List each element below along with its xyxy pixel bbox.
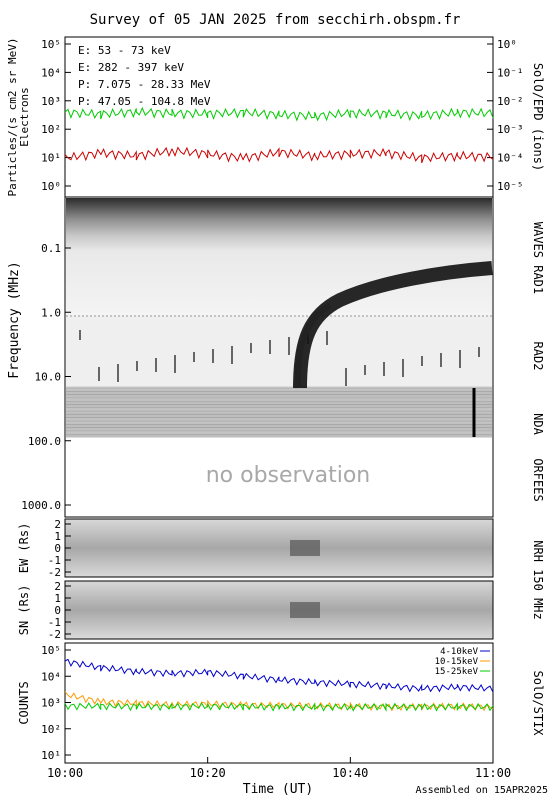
label-rad2: RAD2 bbox=[531, 342, 545, 371]
assembled-footer: Assembled on 15APR2025 bbox=[416, 785, 548, 796]
x-tick-label: 11:00 bbox=[475, 766, 511, 780]
epd-ylabel: Particles/(s cm2 sr MeV) bbox=[6, 38, 19, 197]
y-tick-label: 10⁻⁵ bbox=[497, 180, 524, 193]
y-tick-label: 10⁴ bbox=[41, 670, 61, 683]
y-tick-label: 100.0 bbox=[28, 435, 61, 448]
y-tick-label: 10⁴ bbox=[41, 66, 61, 79]
y-tick-label: 0 bbox=[54, 604, 61, 617]
nrh-ew-ticks: 210-1-2 bbox=[48, 518, 71, 579]
y-tick-label: 10⁻² bbox=[497, 95, 524, 108]
rad2-band bbox=[66, 316, 492, 386]
y-tick-label: -1 bbox=[48, 616, 61, 629]
y-tick-label: -2 bbox=[48, 628, 61, 641]
epd-legend-e1: E: 53 - 73 keV bbox=[78, 44, 171, 57]
stix-right-label: SolO/STIX bbox=[531, 670, 545, 736]
epd-series bbox=[64, 106, 494, 164]
nrh-sn-panel: 210-1-2 SN (Rs) bbox=[17, 580, 494, 641]
stix-ticks: 10⁵ 10⁴ 10³ 10² 10¹ bbox=[41, 644, 71, 762]
y-tick-label: 10.0 bbox=[35, 371, 62, 384]
y-tick-label: 10³ bbox=[41, 95, 61, 108]
y-tick-label: 10² bbox=[41, 123, 61, 136]
epd-legend-e2: E: 282 - 397 keV bbox=[78, 61, 184, 74]
spectrogram-ticks: 0.1 1.0 10.0 100.0 1000.0 bbox=[21, 242, 71, 512]
y-tick-label: 1 bbox=[54, 592, 61, 605]
nrh-sn-burst bbox=[290, 602, 320, 618]
nrh-sn-frame bbox=[64, 580, 494, 640]
y-tick-label: -2 bbox=[48, 566, 61, 579]
spectrogram-ylabel: Frequency (MHz) bbox=[7, 261, 22, 378]
type-iii-burst-tail bbox=[294, 302, 332, 389]
epd-legend: E: 53 - 73 keV E: 282 - 397 keV P: 7.075… bbox=[78, 44, 211, 108]
nrh-sn-ticks: 210-1-2 bbox=[48, 580, 71, 641]
figure-title: Survey of 05 JAN 2025 from secchirh.obsp… bbox=[90, 12, 461, 28]
x-axis-ticks: 10:00 10:20 10:40 11:00 bbox=[47, 757, 511, 780]
stix-series bbox=[64, 658, 494, 712]
nrh-sn-label: SN (Rs) bbox=[17, 585, 31, 636]
label-waves: WAVES RAD1 bbox=[531, 222, 545, 294]
y-tick-label: 2 bbox=[54, 580, 61, 593]
waves-band bbox=[66, 198, 492, 316]
y-tick-label: 0 bbox=[54, 542, 61, 555]
spectrogram-texture bbox=[66, 315, 492, 437]
stix-ylabel: COUNTS bbox=[17, 681, 31, 724]
y-tick-label: -1 bbox=[48, 554, 61, 567]
epd-right-ticks: 10⁰ 10⁻¹ 10⁻² 10⁻³ 10⁻⁴ 10⁻⁵ bbox=[487, 38, 524, 193]
x-axis-label: Time (UT) bbox=[243, 782, 313, 797]
nrh-ew-burst bbox=[290, 540, 320, 556]
y-tick-label: 10⁰ bbox=[497, 38, 517, 51]
y-tick-label: 10² bbox=[41, 723, 61, 736]
epd-ylabel-electrons: Electrons bbox=[18, 87, 31, 147]
spectrogram-panel: 0.1 1.0 10.0 100.0 1000.0 Frequency (MHz) WA… bbox=[7, 196, 545, 518]
y-tick-label: 10⁻¹ bbox=[497, 66, 524, 79]
series-line bbox=[64, 106, 494, 122]
no-observation-text: no observation bbox=[206, 463, 371, 488]
x-tick-label: 10:20 bbox=[190, 766, 226, 780]
y-tick-label: 10¹ bbox=[41, 749, 61, 762]
epd-left-ticks: 10⁵ 10⁴ 10³ 10² 10¹ 10⁰ bbox=[41, 38, 71, 193]
y-tick-label: 10⁵ bbox=[41, 644, 61, 657]
stix-panel: 10⁵ 10⁴ 10³ 10² 10¹ COUNTS SolO/STIX 4-10keV… bbox=[17, 642, 545, 764]
y-tick-label: 10⁵ bbox=[41, 38, 61, 51]
epd-legend-p2: P: 47.05 - 104.8 MeV bbox=[78, 95, 211, 108]
y-tick-label: 10⁻³ bbox=[497, 123, 524, 136]
nrh-ew-label: EW (Rs) bbox=[17, 523, 31, 574]
y-tick-label: 1.0 bbox=[41, 306, 61, 319]
y-tick-label: 1 bbox=[54, 530, 61, 543]
stix-legend: 4-10keV 10-15keV 15-25keV bbox=[435, 647, 490, 677]
y-tick-label: 0.1 bbox=[41, 242, 61, 255]
series-line bbox=[64, 658, 494, 693]
x-tick-label: 10:00 bbox=[47, 766, 83, 780]
nrh-ew-panel: 210-1-2 EW (Rs) bbox=[17, 518, 494, 579]
y-tick-label: 10⁻⁴ bbox=[497, 152, 524, 165]
label-orfees: ORFEES bbox=[531, 458, 545, 501]
series-line bbox=[64, 146, 494, 164]
epd-right-label: SolO/EPD (ions) bbox=[531, 63, 545, 171]
y-tick-label: 10³ bbox=[41, 697, 61, 710]
series-line bbox=[64, 702, 494, 712]
y-tick-label: 10⁰ bbox=[41, 180, 61, 193]
y-tick-label: 10¹ bbox=[41, 152, 61, 165]
nrh-right-label: NRH 150 MHz bbox=[531, 540, 545, 619]
stix-legend-1: 4-10keV bbox=[440, 647, 479, 657]
stix-legend-2: 10-15keV bbox=[435, 657, 479, 667]
x-tick-label: 10:40 bbox=[332, 766, 368, 780]
y-tick-label: 1000.0 bbox=[21, 499, 61, 512]
epd-legend-p1: P: 7.075 - 28.33 MeV bbox=[78, 78, 211, 91]
label-nda: NDA bbox=[531, 413, 545, 435]
y-tick-label: 2 bbox=[54, 518, 61, 531]
nrh-ew-frame bbox=[64, 518, 494, 578]
stix-legend-3: 15-25keV bbox=[435, 667, 479, 677]
